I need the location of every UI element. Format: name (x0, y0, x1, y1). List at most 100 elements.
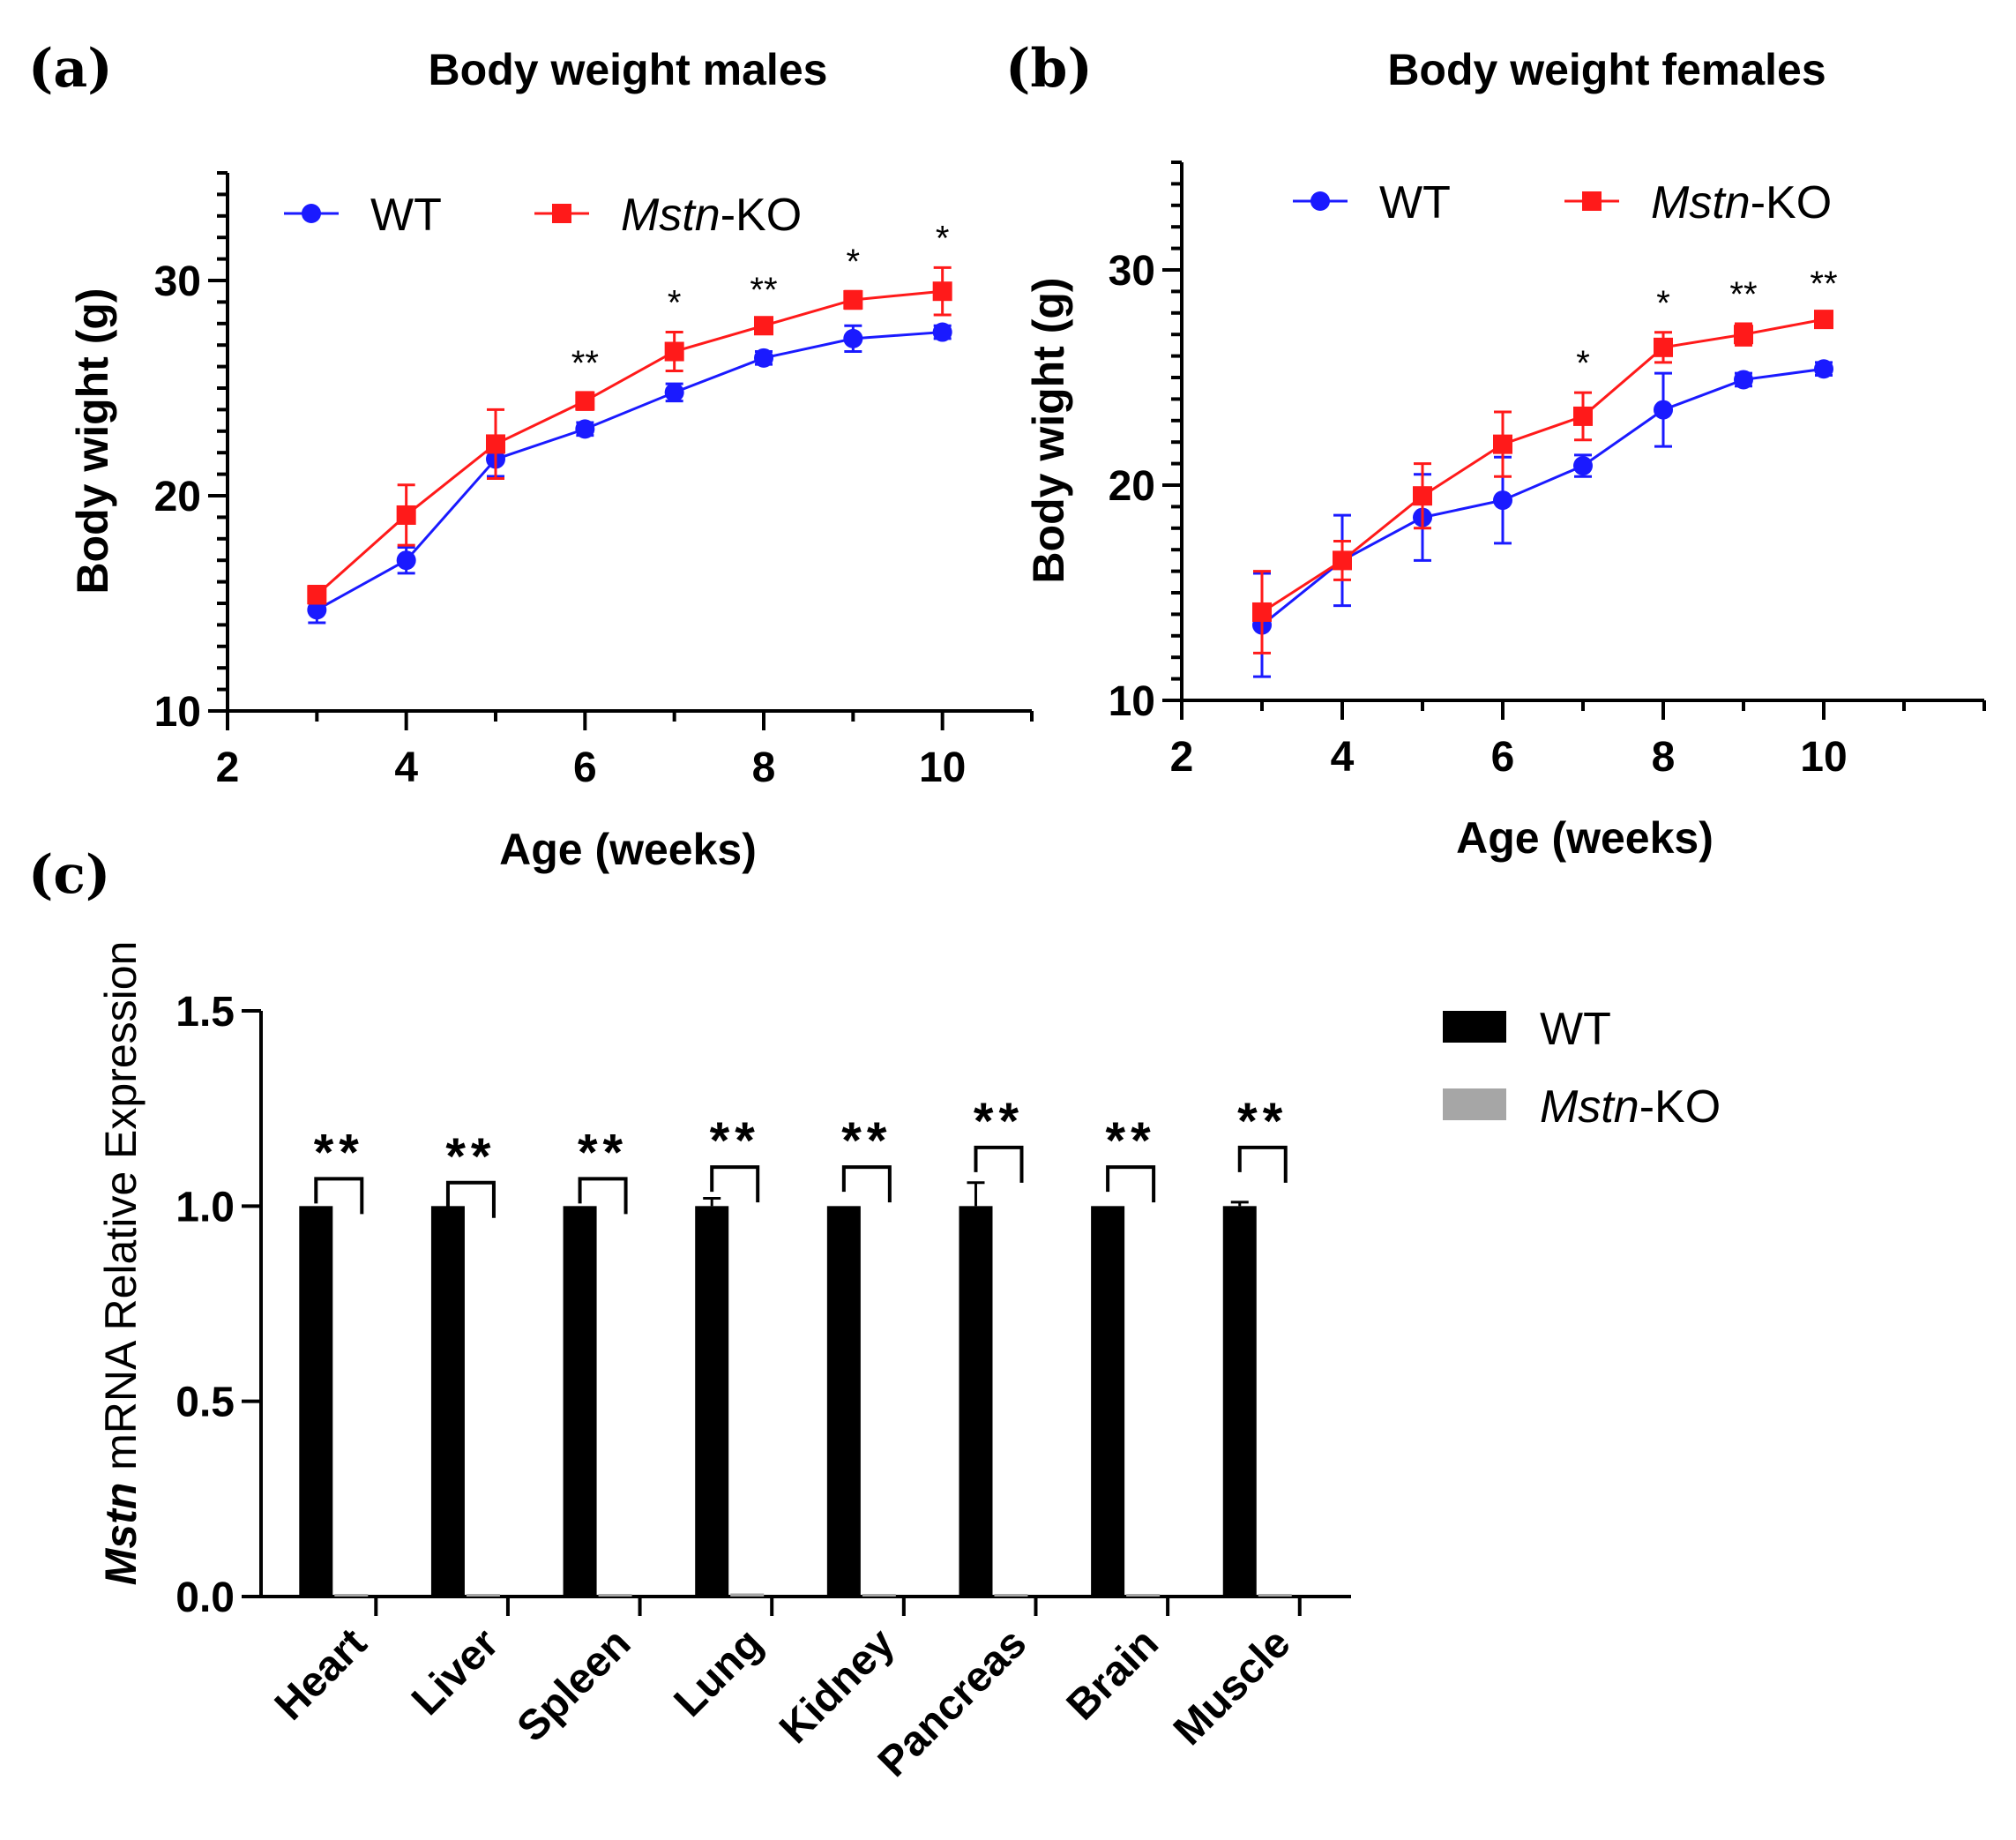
y-tick-label: 30 (154, 258, 201, 305)
significance-bracket (445, 1180, 496, 1218)
x-tick-label: 8 (752, 744, 776, 791)
bar-WT (695, 1206, 729, 1597)
significance-bracket (1237, 1145, 1288, 1183)
significance-label: ** (571, 344, 599, 383)
data-point-WT (754, 348, 773, 368)
x-tick-label: Liver (403, 1619, 508, 1724)
significance-label: ** (750, 271, 777, 310)
data-point-Mstn-KO (396, 505, 416, 525)
data-point-WT (1734, 370, 1753, 390)
data-point-Mstn-KO (1252, 602, 1272, 622)
panel-letter-c: (c) (28, 844, 110, 906)
significance-bracket (974, 1145, 1024, 1183)
x-tick-label: 4 (394, 744, 418, 791)
data-point-Mstn-KO (307, 585, 327, 605)
y-tick-label: 30 (1109, 248, 1155, 295)
data-point-WT (664, 382, 684, 402)
y-tick-label: 10 (1109, 678, 1155, 725)
legend-label: Mstn-KO (1540, 1081, 1721, 1133)
significance-label: ** (1729, 275, 1757, 314)
data-point-Mstn-KO (1814, 310, 1833, 330)
data-point-WT (396, 550, 416, 571)
series-line-Mstn-KO (1261, 318, 1825, 614)
bar-WT (299, 1206, 333, 1597)
data-point-Mstn-KO (754, 316, 773, 336)
significance-label: * (668, 284, 682, 323)
legend-swatch (1443, 1088, 1506, 1120)
significance-label: ** (710, 1112, 760, 1170)
bar-Mstn-KO (1126, 1594, 1161, 1597)
series-line-WT (1261, 367, 1825, 626)
data-point-Mstn-KO (1413, 486, 1432, 506)
significance-bracket (314, 1177, 364, 1215)
significance-label: ** (1810, 265, 1837, 303)
x-tick-label: Brain (1058, 1619, 1168, 1729)
data-point-Mstn-KO (932, 281, 952, 302)
x-tick-label: Spleen (509, 1619, 640, 1751)
data-point-Mstn-KO (1654, 337, 1673, 357)
x-tick-label: 10 (1800, 734, 1847, 781)
significance-bracket (841, 1165, 892, 1203)
x-tick-label: 6 (573, 744, 597, 791)
legend-marker (1310, 191, 1330, 211)
x-axis-title: Age (weeks) (499, 825, 757, 874)
chart-a-body-weight-males: Body weight males 2 4 6 8 10 10 20 30 Age (weeks)… (68, 45, 1034, 874)
x-tick-label: Kidney (771, 1619, 904, 1753)
y-tick-label: 1.0 (175, 1184, 235, 1230)
y-tick-label: 20 (1109, 463, 1155, 510)
x-tick-label: Heart (266, 1619, 376, 1729)
x-axis-title: Age (weeks) (1456, 813, 1714, 863)
data-point-Mstn-KO (486, 434, 505, 454)
bar-WT (563, 1206, 597, 1597)
significance-label: ** (841, 1112, 892, 1170)
significance-label: ** (1106, 1112, 1156, 1170)
data-point-WT (1493, 490, 1512, 511)
significance-label: ** (1237, 1093, 1288, 1150)
bar-Mstn-KO (862, 1594, 896, 1597)
y-axis-title: Body wight (g) (68, 288, 117, 594)
y-tick-label: 20 (154, 474, 201, 520)
legend-label: Mstn-KO (621, 190, 802, 241)
data-point-Mstn-KO (664, 341, 684, 362)
legend-label: WT (1379, 177, 1451, 228)
data-point-WT (843, 328, 863, 348)
significance-label: * (847, 243, 861, 281)
data-point-Mstn-KO (1734, 325, 1753, 345)
data-point-WT (932, 322, 952, 342)
bar-WT (1091, 1206, 1125, 1597)
significance-label: * (1656, 284, 1670, 323)
significance-label: ** (974, 1093, 1024, 1150)
series-line-WT (316, 331, 943, 611)
chart-title: Body weight males (429, 45, 828, 94)
legend-marker (552, 204, 571, 223)
significance-bracket (578, 1177, 628, 1215)
chart-title: Body weight females (1387, 45, 1826, 94)
significance-label: ** (314, 1124, 364, 1181)
data-point-WT (575, 419, 595, 439)
bar-WT (1222, 1206, 1257, 1597)
x-tick-label: 10 (919, 744, 966, 791)
x-tick-label: 4 (1331, 734, 1355, 781)
significance-bracket (1106, 1165, 1156, 1203)
x-tick-label: 6 (1491, 734, 1515, 781)
data-point-Mstn-KO (1333, 550, 1352, 571)
bar-Mstn-KO (1258, 1594, 1292, 1597)
bar-WT (826, 1206, 861, 1597)
legend-label: Mstn-KO (1651, 177, 1832, 228)
bar-Mstn-KO (598, 1594, 632, 1597)
legend-marker (1582, 191, 1602, 211)
data-point-Mstn-KO (1573, 406, 1593, 426)
data-point-WT (1814, 359, 1833, 379)
legend-swatch (1443, 1011, 1506, 1043)
panel-letter-b: (b) (1005, 38, 1093, 100)
x-tick-label: 8 (1652, 734, 1676, 781)
series-line-Mstn-KO (316, 289, 943, 596)
data-point-Mstn-KO (1493, 434, 1512, 454)
y-tick-label: 0.5 (175, 1380, 235, 1426)
chart-c-mstn-expression: 0.0 0.5 1.0 1.5 Mstn mRNA Relative Expressio… (96, 941, 1721, 1786)
data-point-Mstn-KO (843, 289, 863, 310)
x-tick-label: 2 (1170, 734, 1194, 781)
bar-Mstn-KO (334, 1594, 369, 1597)
bar-WT (959, 1206, 993, 1597)
